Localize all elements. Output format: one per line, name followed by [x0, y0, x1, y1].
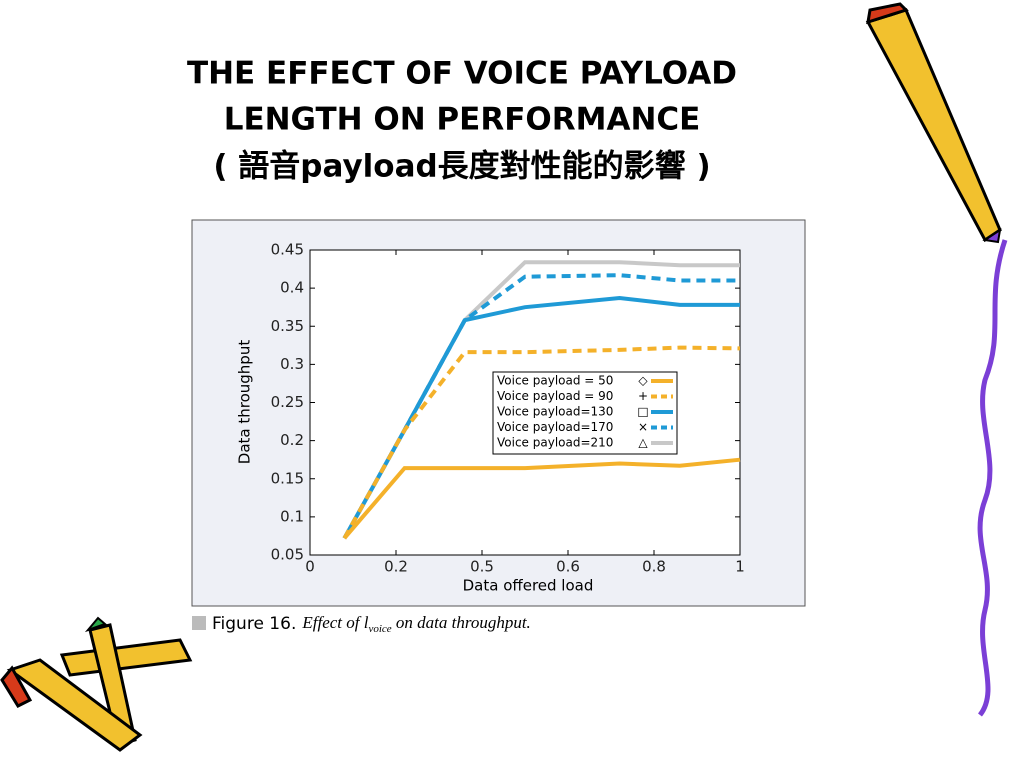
- legend-label: Voice payload=130: [497, 405, 613, 419]
- caption-marker: [192, 616, 206, 630]
- slide-title: LENGTH ON PERFORMANCE: [224, 102, 701, 138]
- series-line: [342, 345, 741, 540]
- y-tick-label: 0.1: [280, 507, 304, 525]
- pencil-decoration: [0, 2, 1008, 752]
- y-axis-label: Data throughput: [236, 340, 254, 465]
- x-tick-label: 0.5: [470, 558, 494, 576]
- y-tick-label: 0.45: [271, 241, 304, 259]
- legend-marker: □: [637, 405, 648, 419]
- slide-subtitle: ( 語音payload長度對性能的影響 ): [213, 149, 710, 185]
- x-tick-label: 0.6: [556, 558, 580, 576]
- caption-label: Figure 16.: [212, 614, 296, 634]
- y-tick-label: 0.25: [271, 393, 304, 411]
- x-tick-label: 0.2: [384, 558, 408, 576]
- y-tick-label: 0.2: [280, 431, 304, 449]
- caption-subscript: voice: [368, 623, 391, 635]
- caption-text: on data throughput.: [392, 613, 531, 632]
- legend-label: Voice payload=210: [497, 436, 613, 450]
- y-tick-label: 0.3: [280, 355, 304, 373]
- x-tick-label: 0: [305, 558, 315, 576]
- caption-text: Effect of l: [301, 613, 368, 632]
- legend-marker: △: [638, 436, 648, 450]
- legend-label: Voice payload = 90: [497, 389, 613, 403]
- x-axis-label: Data offered load: [463, 577, 594, 595]
- y-tick-label: 0.15: [271, 469, 304, 487]
- legend-label: Voice payload=170: [497, 420, 613, 434]
- legend-marker: +: [638, 389, 648, 403]
- caption: Figure 16. Effect of lvoice on data throu…: [212, 613, 531, 635]
- series-line: [342, 457, 741, 540]
- legend-marker: ◇: [638, 374, 648, 388]
- y-tick-label: 0.05: [271, 546, 304, 564]
- legend-box: [492, 371, 678, 455]
- x-tick-label: 1: [735, 558, 745, 576]
- x-tick-label: 0.8: [642, 558, 666, 576]
- legend-marker: ×: [638, 420, 648, 434]
- legend-label: Voice payload = 50: [497, 374, 613, 388]
- y-tick-label: 0.35: [271, 317, 304, 335]
- y-tick-label: 0.4: [280, 279, 304, 297]
- slide-title: THE EFFECT OF VOICE PAYLOAD: [187, 56, 737, 92]
